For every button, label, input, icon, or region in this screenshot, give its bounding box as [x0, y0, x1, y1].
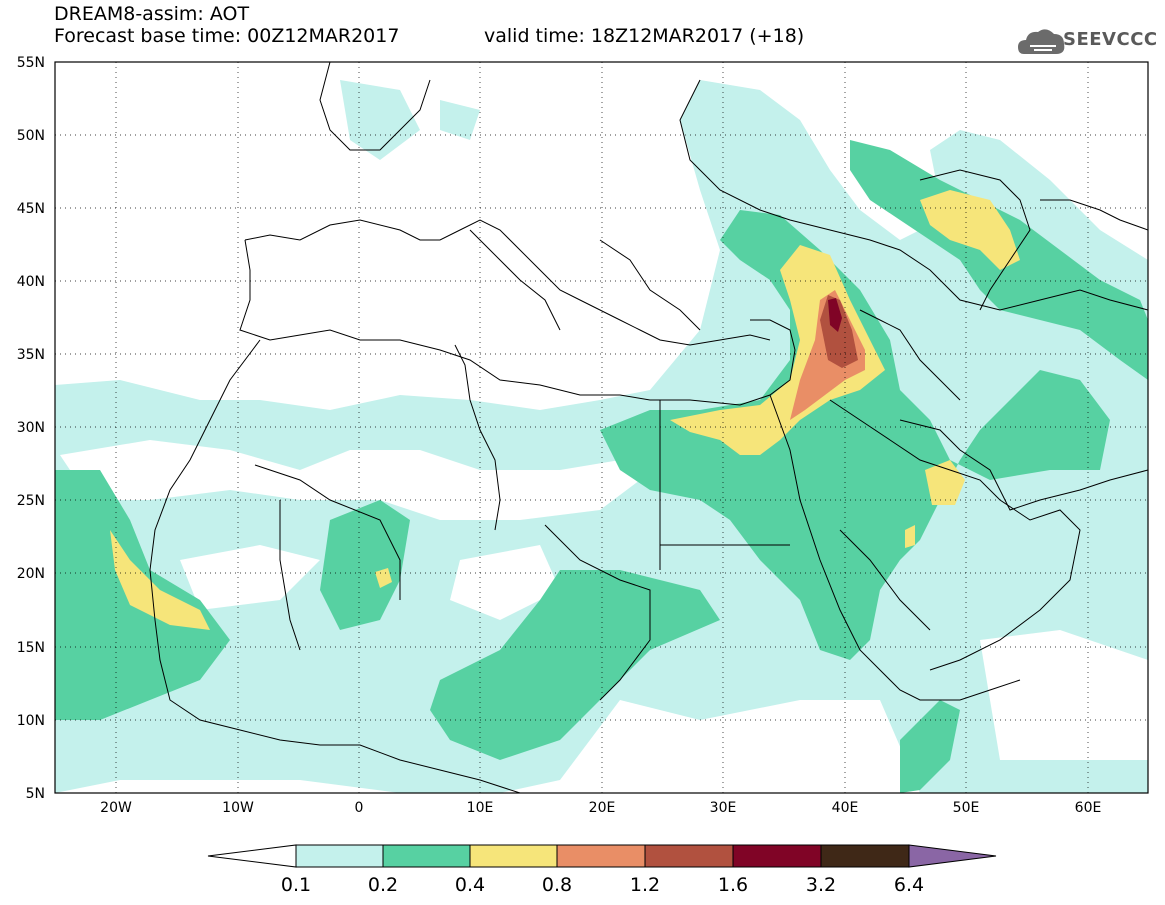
colorbar: 0.1 0.2 0.4 0.8 1.2 1.6 3.2 6.4	[207, 844, 997, 896]
colorbar-label: 3.2	[806, 874, 836, 896]
map-title: DREAM8-assim: AOT	[54, 3, 250, 25]
gridlines	[55, 62, 1148, 793]
colorbar-min-arrow	[207, 844, 297, 868]
aot-field	[55, 80, 1148, 793]
lat-label: 50N	[17, 128, 45, 144]
cloud-logo-icon	[1018, 29, 1065, 54]
colorbar-swatch	[469, 844, 558, 868]
lat-label: 5N	[26, 786, 45, 802]
lat-label: 15N	[17, 640, 45, 656]
lon-label: 30E	[710, 800, 737, 816]
lat-label: 20N	[17, 566, 45, 582]
lon-label: 20E	[589, 800, 616, 816]
lat-label: 35N	[17, 347, 45, 363]
lon-label: 10E	[467, 800, 494, 816]
valid-time: valid time: 18Z12MAR2017 (+18)	[484, 25, 805, 47]
colorbar-label: 1.6	[718, 874, 748, 896]
lon-label: 50E	[953, 800, 980, 816]
lon-label: 40E	[832, 800, 859, 816]
colorbar-label: 6.4	[894, 874, 924, 896]
lon-label: 10W	[222, 800, 254, 816]
colorbar-label: 0.4	[455, 874, 485, 896]
lon-label: 20W	[100, 800, 132, 816]
lon-label: 0	[355, 800, 364, 816]
longitude-labels: 20W 10W 0 10E 20E 30E 40E 50E 60E	[100, 800, 1101, 816]
colorbar-swatch	[732, 844, 822, 868]
lon-label: 60E	[1075, 800, 1102, 816]
colorbar-swatch	[644, 844, 734, 868]
lat-label: 25N	[17, 493, 45, 509]
latitude-labels: 55N 50N 45N 40N 35N 30N 25N 20N 15N 10N …	[17, 55, 45, 802]
lat-label: 10N	[17, 713, 45, 729]
colorbar-swatch	[382, 844, 471, 868]
colorbar-swatch	[295, 844, 384, 868]
colorbar-swatch	[820, 844, 910, 868]
lat-label: 40N	[17, 274, 45, 290]
logo-text: SEEVCCC	[1063, 29, 1158, 50]
colorbar-label: 1.2	[630, 874, 660, 896]
colorbar-swatch	[556, 844, 646, 868]
lat-label: 45N	[17, 201, 45, 217]
lat-label: 55N	[17, 55, 45, 71]
lat-label: 30N	[17, 420, 45, 436]
colorbar-label: 0.8	[542, 874, 572, 896]
plot-frame	[54, 61, 1149, 794]
colorbar-label: 0.2	[368, 874, 398, 896]
forecast-base-time: Forecast base time: 00Z12MAR2017	[54, 25, 400, 47]
colorbar-label: 0.1	[281, 874, 311, 896]
colorbar-max-arrow	[908, 844, 997, 868]
